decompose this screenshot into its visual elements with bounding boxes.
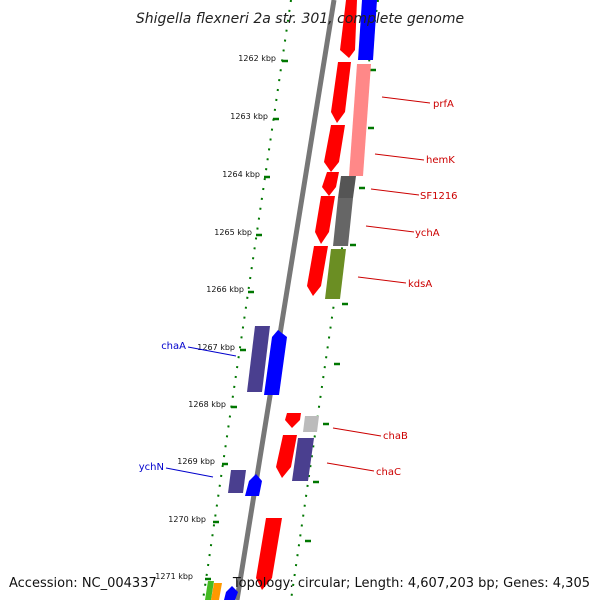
cds-arrows: [256, 0, 357, 590]
kbp-label-1267: 1267 kbp: [197, 343, 235, 352]
reverse-genes: [205, 326, 287, 600]
gene-label-sf1216[interactable]: SF1216: [420, 191, 458, 202]
cds-arrow-top: [340, 0, 357, 58]
gene-block-navy-ychN: [228, 470, 246, 493]
kbp-label-1265: 1265 kbp: [214, 228, 252, 237]
outer-ruler-line: [202, 0, 292, 600]
cds-arrow-ychN: [245, 474, 262, 496]
gene-block-navy-chaC: [292, 438, 314, 481]
summary-text: Topology: circular; Length: 4,607,203 bp…: [232, 576, 590, 591]
kbp-label-1262: 1262 kbp: [238, 54, 276, 63]
map-title: Shigella flexneri 2a str. 301, complete …: [136, 11, 464, 27]
cds-arrow-ychA: [315, 196, 335, 244]
gene-block-gray-sf1216: [338, 176, 356, 198]
kbp-label-1268: 1268 kbp: [188, 400, 226, 409]
gene-block-green-bottom: [205, 581, 214, 600]
cds-arrow-lower: [256, 518, 282, 590]
gene-label-chaA[interactable]: chaA: [161, 341, 186, 352]
cds-arrow-prfA: [331, 62, 351, 123]
backbone-line: [234, 0, 337, 600]
kbp-label-1266: 1266 kbp: [206, 285, 244, 294]
gene-label-prfA[interactable]: prfA: [433, 99, 454, 110]
gene-block-pink-prfA: [349, 64, 371, 176]
gene-block-lightgray-chaB: [303, 416, 319, 432]
gene-label-kdsA[interactable]: kdsA: [408, 279, 432, 290]
kbp-label-1271: 1271 kbp: [155, 572, 193, 581]
gene-label-ychA[interactable]: ychA: [415, 228, 440, 239]
ruler-ticks: [205, 59, 376, 581]
cds-arrow-chaB: [285, 413, 301, 428]
gene-label-chaB[interactable]: chaB: [383, 431, 408, 442]
kbp-label-1269: 1269 kbp: [177, 457, 215, 466]
gene-block-navy-chaA: [247, 326, 270, 392]
gene-block-blue-top: [358, 0, 377, 60]
cds-arrow-hemK: [324, 125, 345, 172]
cds-arrow-kdsA: [307, 246, 328, 296]
kbp-label-1264: 1264 kbp: [222, 170, 260, 179]
kbp-label-1270: 1270 kbp: [168, 515, 206, 524]
cog-strip: [292, 0, 377, 481]
gene-block-orange-bottom: [211, 583, 222, 600]
cds-arrow-blue-bottom: [224, 586, 238, 600]
kbp-label-1263: 1263 kbp: [230, 112, 268, 121]
accession-text: Accession: NC_004337: [9, 576, 157, 591]
gene-block-olive-kdsA: [325, 249, 346, 299]
gene-label-ychN[interactable]: ychN: [139, 462, 164, 473]
cds-arrow-sf1216: [322, 172, 339, 196]
leader-lines: [165, 96, 431, 478]
gene-label-chaC[interactable]: chaC: [376, 467, 401, 478]
gene-block-gray-ychA: [333, 198, 353, 246]
cds-arrow-chaA: [264, 330, 287, 395]
gene-label-hemK[interactable]: hemK: [426, 155, 455, 166]
cds-arrow-chaC: [276, 435, 297, 478]
